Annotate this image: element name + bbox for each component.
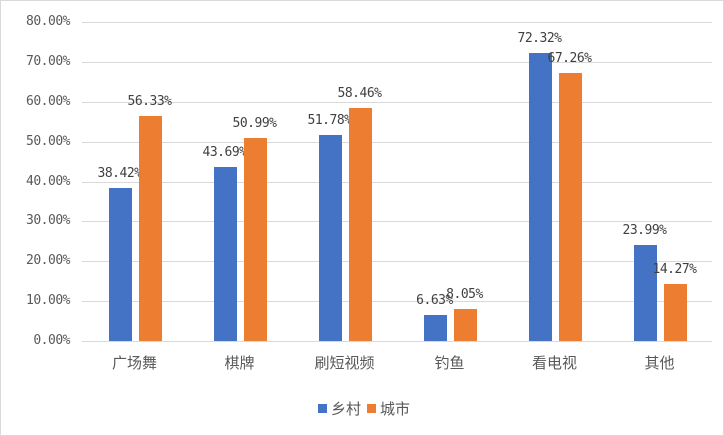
y-tick-label: 80.00% <box>26 14 70 29</box>
bar-urban <box>348 107 372 341</box>
gridline <box>82 261 712 263</box>
gridline <box>82 341 712 342</box>
data-label: 51.78% <box>307 112 352 128</box>
data-label: 6.63% <box>416 292 453 308</box>
data-label: 58.46% <box>337 85 382 101</box>
bar-rural <box>213 166 237 341</box>
data-label: 43.69% <box>202 144 247 160</box>
x-category-label: 钓鱼 <box>434 354 465 372</box>
data-label: 23.99% <box>622 223 667 239</box>
y-tick-label: 10.00% <box>26 293 70 309</box>
gridline <box>82 181 712 183</box>
legend-swatch-urban <box>367 404 376 413</box>
y-tick-label: 30.00% <box>26 213 70 229</box>
legend-label-rural: 乡村 <box>330 400 361 418</box>
y-tick-label: 20.00% <box>26 253 70 269</box>
bar-rural <box>108 187 132 341</box>
bar-urban <box>243 137 267 341</box>
x-category-label: 刷短视频 <box>314 354 375 372</box>
data-label: 38.42% <box>97 165 142 181</box>
legend-swatch-rural <box>317 404 327 413</box>
gridline <box>82 61 712 63</box>
x-category-label: 看电视 <box>531 354 578 372</box>
bar-urban <box>138 116 162 341</box>
x-category-label: 棋牌 <box>224 354 255 372</box>
y-tick-label: 70.00% <box>26 53 70 69</box>
x-category-label: 其他 <box>644 354 675 372</box>
data-label: 56.33% <box>127 94 172 110</box>
bar-urban <box>453 308 477 341</box>
bar-rural <box>528 52 552 341</box>
data-label: 67.26% <box>547 50 592 66</box>
gridline <box>82 22 712 23</box>
gridline <box>82 301 712 303</box>
bar-rural <box>318 134 342 341</box>
x-category-label: 广场舞 <box>111 354 158 372</box>
data-label: 50.99% <box>232 115 277 131</box>
legend: 乡村 城市 <box>0 398 724 419</box>
y-tick-label: 0.00% <box>33 333 70 348</box>
data-label: 14.27% <box>652 262 697 278</box>
bar-rural <box>423 314 447 341</box>
gridline <box>82 141 712 143</box>
legend-label-urban: 城市 <box>380 400 411 418</box>
bar-rural <box>633 245 657 341</box>
gridline <box>82 101 712 103</box>
y-tick-label: 60.00% <box>26 93 70 109</box>
bar-urban <box>558 72 582 341</box>
data-label: 72.32% <box>517 30 562 46</box>
gridline <box>82 221 712 223</box>
y-tick-label: 50.00% <box>26 133 70 149</box>
data-label: 8.05% <box>446 286 483 302</box>
y-tick-label: 40.00% <box>26 173 70 189</box>
bar-urban <box>663 284 687 341</box>
